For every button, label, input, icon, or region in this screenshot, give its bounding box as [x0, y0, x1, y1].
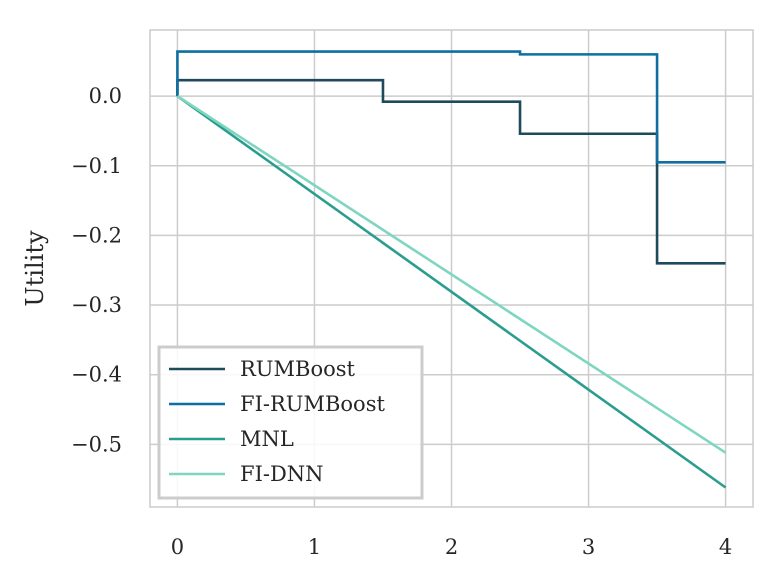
y-tick-label: −0.4 — [71, 363, 122, 387]
y-tick-label: −0.2 — [71, 223, 122, 247]
y-tick-label: −0.5 — [71, 432, 122, 456]
y-tick-label: −0.1 — [71, 154, 122, 178]
x-tick-label: 3 — [582, 535, 595, 559]
series-line-mnl — [176, 95, 727, 489]
series-layer — [176, 50, 727, 489]
legend-label: RUMBoost — [240, 357, 356, 381]
legend-label: FI-RUMBoost — [240, 392, 385, 416]
y-tick-label: 0.0 — [89, 84, 122, 108]
legend-label: FI-DNN — [240, 462, 324, 486]
x-tick-labels: 0 1 2 3 4 — [171, 535, 733, 559]
x-tick-label: 4 — [719, 535, 732, 559]
y-tick-labels: 0.0 −0.1 −0.2 −0.3 −0.4 −0.5 — [71, 84, 122, 456]
series-line-fi-dnn — [176, 95, 727, 454]
series-line-fi-rumboost — [176, 50, 726, 164]
y-tick-label: −0.3 — [71, 293, 122, 317]
x-tick-label: 0 — [171, 535, 184, 559]
legend-label: MNL — [240, 427, 294, 451]
plot-frame — [149, 29, 754, 508]
series-line-rumboost — [176, 78, 726, 265]
x-tick-label: 2 — [445, 535, 458, 559]
legend: RUMBoost FI-RUMBoost MNL FI-DNN — [157, 345, 424, 500]
y-axis-title: Utility — [21, 230, 49, 307]
x-tick-label: 1 — [308, 535, 321, 559]
legend-box — [157, 345, 424, 500]
